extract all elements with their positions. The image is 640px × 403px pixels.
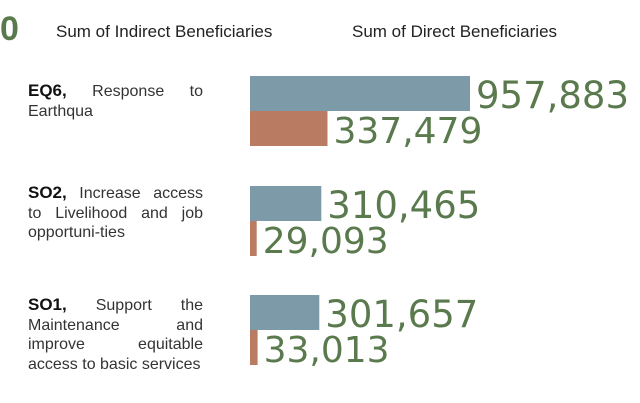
category-text: Support the Maintenance and improve equi… xyxy=(28,297,203,373)
category-code: SO2, xyxy=(28,183,67,202)
category-code: EQ6, xyxy=(28,81,67,100)
bar-indirect-0[interactable] xyxy=(250,76,470,111)
data-label-indirect-0: 957,883 xyxy=(476,74,629,117)
data-label-direct-0: 337,479 xyxy=(334,111,483,152)
category-text: Response to Earthqua xyxy=(28,83,203,120)
bar-indirect-2[interactable] xyxy=(250,295,320,330)
data-label-indirect-2: 301,657 xyxy=(325,293,478,336)
category-label-so2: SO2, Increase access to Livelihood and j… xyxy=(28,183,203,243)
legend-indirect-beneficiaries[interactable]: Sum of Indirect Beneficiaries xyxy=(56,22,273,41)
data-label-direct-1: 29,093 xyxy=(263,221,389,262)
bar-indirect-1[interactable] xyxy=(250,186,322,221)
data-label-direct-2: 33,013 xyxy=(264,330,390,371)
category-label-eq6: EQ6, Response to Earthqua xyxy=(28,81,203,121)
bar-direct-1[interactable] xyxy=(250,221,257,256)
data-label-indirect-1: 310,465 xyxy=(327,184,480,227)
legend-direct-beneficiaries[interactable]: Sum of Direct Beneficiaries xyxy=(352,22,558,41)
category-text: Increase access to Livelihood and job op… xyxy=(28,185,203,241)
category-label-so1: SO1, Support the Maintenance and improve… xyxy=(28,295,203,374)
legend-marker: 0 xyxy=(0,10,19,48)
bar-direct-0[interactable] xyxy=(250,111,328,146)
category-code: SO1, xyxy=(28,295,67,314)
bar-direct-2[interactable] xyxy=(250,330,258,365)
